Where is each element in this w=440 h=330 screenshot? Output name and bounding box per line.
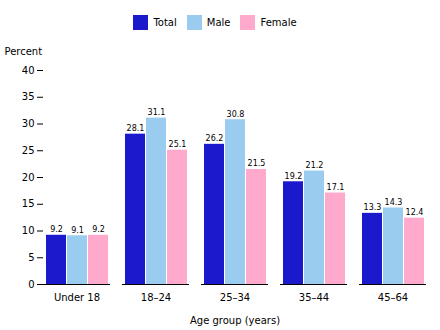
svg-text:19.2: 19.2 — [285, 172, 303, 181]
svg-text:31.1: 31.1 — [148, 108, 166, 117]
svg-text:9.2: 9.2 — [50, 225, 63, 234]
svg-text:30.8: 30.8 — [227, 110, 245, 119]
svg-text:20: 20 — [22, 172, 35, 183]
svg-text:9.1: 9.1 — [71, 226, 84, 235]
svg-text:21.2: 21.2 — [306, 161, 324, 170]
svg-text:5: 5 — [28, 252, 34, 263]
svg-text:Age group (years): Age group (years) — [190, 315, 280, 326]
svg-text:28.1: 28.1 — [127, 124, 145, 133]
svg-text:10: 10 — [22, 225, 35, 236]
html-text:Male: Male — [206, 17, 231, 28]
svg-text:13.3: 13.3 — [364, 203, 382, 212]
svg-text:0: 0 — [28, 279, 34, 290]
svg-text:15: 15 — [22, 198, 35, 209]
html-text:Female: Female — [260, 17, 297, 28]
svg-text:25–34: 25–34 — [220, 292, 250, 303]
svg-text:26.2: 26.2 — [206, 134, 224, 143]
svg-text:30: 30 — [22, 118, 35, 129]
svg-text:Under 18: Under 18 — [54, 292, 100, 303]
svg-text:40: 40 — [22, 65, 35, 76]
svg-text:35–44: 35–44 — [299, 292, 329, 303]
svg-text:45–64: 45–64 — [378, 292, 408, 303]
svg-text:25: 25 — [22, 145, 35, 156]
svg-text:12.4: 12.4 — [406, 208, 424, 217]
svg-text:18–24: 18–24 — [141, 292, 171, 303]
svg-text:17.1: 17.1 — [327, 183, 345, 192]
svg-text:14.3: 14.3 — [385, 198, 403, 207]
svg-text:25.1: 25.1 — [169, 140, 187, 149]
svg-text:35: 35 — [22, 91, 35, 102]
svg-text:9.2: 9.2 — [92, 225, 105, 234]
svg-text:21.5: 21.5 — [248, 159, 266, 168]
html-text:Total: Total — [153, 17, 177, 28]
svg-text:Percent: Percent — [5, 46, 43, 57]
